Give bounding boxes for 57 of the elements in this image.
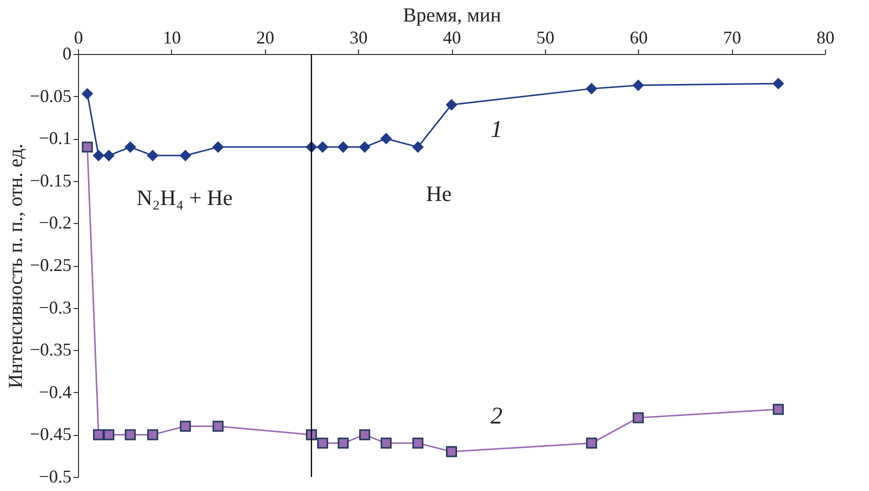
point (380, 438, 392, 449)
y-tick-label: −0.45 (30, 424, 72, 444)
point (446, 446, 457, 458)
point (359, 429, 370, 440)
x-tick-label: 40 (443, 28, 461, 48)
x-tick-label: 60 (630, 28, 648, 48)
x-tick-label: 30 (350, 28, 368, 48)
y-tick-label: −0.3 (38, 297, 72, 318)
point (380, 133, 392, 144)
x-tick-label: 20 (256, 28, 274, 48)
y-axis-title: Интенсивность п. п., отн. ед. (4, 144, 27, 388)
point (317, 142, 328, 153)
point (212, 420, 224, 432)
y-tick-label: −0.1 (38, 128, 72, 148)
point (772, 404, 784, 415)
point (586, 83, 598, 94)
y-tick-label: 0 (62, 44, 72, 64)
point (212, 142, 224, 153)
point (93, 429, 104, 440)
x-axis-title: Время, мин (402, 4, 502, 26)
point (180, 150, 191, 162)
point (103, 429, 114, 440)
point (82, 88, 93, 100)
point (147, 429, 158, 440)
y-tick-label: −0.15 (30, 170, 72, 190)
point (180, 420, 191, 432)
y-tick-label: −0.05 (30, 86, 72, 106)
point (82, 142, 93, 153)
x-tick-label: 10 (162, 28, 181, 48)
x-tick-label: 70 (723, 28, 742, 48)
point (338, 142, 349, 153)
point (586, 438, 598, 449)
point (338, 438, 349, 449)
point (103, 150, 114, 162)
y-tick-label: −0.35 (30, 340, 72, 360)
point (124, 429, 136, 440)
point (412, 438, 424, 449)
point (93, 150, 104, 162)
annotation: He (426, 181, 452, 206)
point (359, 142, 370, 153)
y-tick-label: −0.2 (38, 212, 72, 233)
point (632, 80, 644, 91)
point (124, 142, 136, 153)
series-label: 1 (490, 116, 502, 143)
y-tick-label: −0.5 (38, 466, 72, 486)
x-tick-label: 80 (816, 28, 834, 48)
y-tick-label: −0.4 (38, 382, 72, 402)
point (317, 438, 328, 449)
point (772, 78, 784, 90)
y-tick-label: −0.25 (30, 255, 72, 275)
annotation: N₂H₄ + He (136, 185, 233, 210)
point (632, 412, 644, 424)
point (147, 150, 158, 162)
x-tick-label: 50 (536, 28, 554, 48)
series-label: 2 (490, 404, 502, 430)
point (412, 142, 424, 153)
point (446, 99, 457, 110)
